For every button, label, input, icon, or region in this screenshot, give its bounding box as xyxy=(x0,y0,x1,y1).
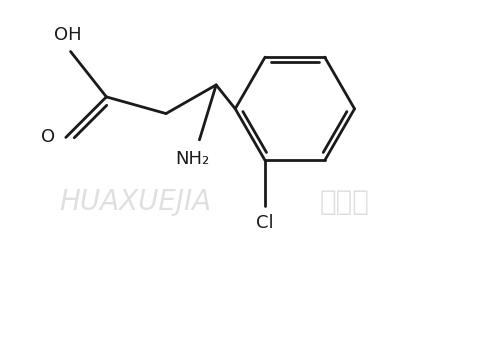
Text: NH₂: NH₂ xyxy=(175,150,209,168)
Text: OH: OH xyxy=(54,26,82,44)
Text: HUAXUEJIA: HUAXUEJIA xyxy=(59,188,211,216)
Text: 化学加: 化学加 xyxy=(320,188,370,216)
Text: O: O xyxy=(41,129,55,146)
Text: Cl: Cl xyxy=(256,214,274,232)
